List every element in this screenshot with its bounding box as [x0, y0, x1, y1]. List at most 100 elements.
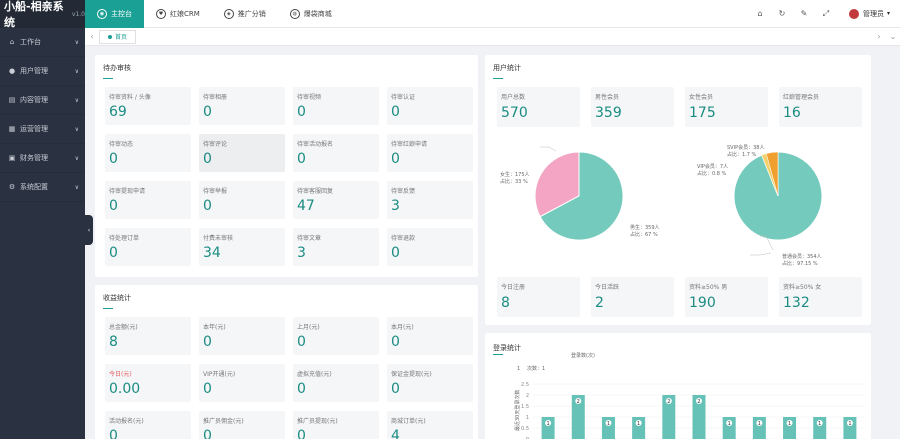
stat-card[interactable]: VIP开通(元) 0: [199, 364, 285, 402]
sidebar-item-content[interactable]: ▤ 内容管理 ∨: [0, 86, 85, 115]
pie-slice-male[interactable]: [539, 151, 624, 241]
stat-card[interactable]: 用户总数 570: [497, 87, 580, 127]
tab-mall[interactable]: ◍ 爆袋商城: [278, 0, 344, 28]
stat-card[interactable]: 待审反馈 3: [387, 181, 473, 219]
stat-value: 16: [783, 105, 801, 121]
stat-card[interactable]: 今日(元) 0.00: [105, 364, 191, 402]
stat-card[interactable]: 待审相册 0: [199, 87, 285, 125]
stat-card[interactable]: 待处理订单 0: [105, 228, 191, 266]
stat-card[interactable]: 待审客服回复 47: [293, 181, 379, 219]
stat-value: 0: [203, 428, 212, 439]
stat-value: 69: [109, 104, 127, 120]
stat-label: 付费未审核: [203, 235, 234, 242]
pie-slice-svip[interactable]: [765, 151, 779, 197]
page-tab-home[interactable]: 首页: [99, 29, 137, 44]
chart-data-label-badge: [756, 420, 763, 426]
stat-value: 0: [203, 198, 212, 214]
chart-bar[interactable]: [541, 417, 555, 439]
clear-cache-icon[interactable]: ✎: [800, 9, 808, 18]
home-icon[interactable]: ⌂: [757, 9, 763, 18]
chart-bar[interactable]: [692, 395, 706, 439]
stat-card[interactable]: 活动报名(元) 0: [105, 411, 191, 439]
page-tabs-bar: ‹ 首页 › ⌄: [85, 28, 900, 46]
stat-card[interactable]: 待审举报 0: [199, 181, 285, 219]
sidebar-item-system[interactable]: ⚙ 系统配置 ∨: [0, 173, 85, 202]
chart-bar[interactable]: [662, 395, 676, 439]
chart-bar[interactable]: [632, 417, 646, 439]
stat-card[interactable]: 本年(元) 0: [199, 317, 285, 355]
chart-data-label: 1: [607, 421, 610, 427]
stat-card[interactable]: 今日注册 8: [497, 277, 580, 317]
stat-card[interactable]: 推广员佣金(元) 0: [199, 411, 285, 439]
stat-card[interactable]: 虚拟充值(元) 0: [293, 364, 379, 402]
tabs-scroll-right-icon[interactable]: ›: [877, 32, 881, 41]
sidebar-item-workbench[interactable]: ⌂ 工作台 ∨: [0, 28, 85, 57]
chevron-down-icon: ▾: [886, 10, 890, 17]
stat-card[interactable]: 今日活跃 2: [591, 277, 674, 317]
tabs-menu-icon[interactable]: ⌄: [889, 32, 897, 41]
chart-y-tick: 1.5: [521, 404, 529, 410]
stat-card[interactable]: 红娘管理会员 16: [779, 87, 862, 127]
stat-label: 用户总数: [501, 94, 526, 101]
verify-panel-title: 待办审核: [103, 63, 131, 79]
stat-card[interactable]: 付费未审核 34: [199, 228, 285, 266]
chart-bar[interactable]: [752, 417, 766, 439]
refresh-icon[interactable]: ↻: [778, 9, 786, 18]
login-chart-panel: 登录统计 登录数(次) 1 次数：1 最近30天登录次数 0 0.5 1 1.5 2 2.…: [485, 333, 871, 439]
sidebar-collapse-button[interactable]: ‹: [85, 215, 93, 245]
stat-card[interactable]: 待审评论 0: [199, 134, 285, 172]
stat-card[interactable]: 待审动态 0: [105, 134, 191, 172]
stat-card[interactable]: 待审视频 0: [293, 87, 379, 125]
stat-card[interactable]: 总金额(元) 8: [105, 317, 191, 355]
stat-card[interactable]: 待审认证 0: [387, 87, 473, 125]
tabs-scroll-left-icon[interactable]: ‹: [90, 32, 94, 41]
chart-bar[interactable]: [571, 395, 585, 439]
chart-bar[interactable]: [813, 417, 827, 439]
sidebar-item-operations[interactable]: ▦ 运营管理 ∨: [0, 115, 85, 144]
stat-card[interactable]: 男性会员 359: [591, 87, 674, 127]
chart-bar[interactable]: [722, 417, 736, 439]
stat-value: 0: [391, 381, 400, 397]
stat-label: 今日活跃: [595, 284, 620, 291]
stat-card[interactable]: 资料≥50% 男 190: [685, 277, 768, 317]
stat-card[interactable]: 商城订单(元) 4: [387, 411, 473, 439]
dashboard-icon: ◉: [97, 8, 107, 19]
stat-label: 保证金提现(元): [391, 371, 432, 378]
chart-y-tick: 0.5: [521, 426, 529, 432]
chart-data-label: 1: [818, 421, 821, 427]
stat-card[interactable]: 上月(元) 0: [293, 317, 379, 355]
stat-card[interactable]: 待审文章 3: [293, 228, 379, 266]
pie-slice-female[interactable]: [534, 151, 580, 218]
stat-card[interactable]: 本月(元) 0: [387, 317, 473, 355]
chevron-down-icon: ∨: [74, 96, 79, 104]
chart-ylabel: 最近30天登录次数: [514, 390, 521, 431]
stat-card[interactable]: 保证金提现(元) 0: [387, 364, 473, 402]
stat-card[interactable]: 待审资料 / 头像 69: [105, 87, 191, 125]
stat-card[interactable]: 待审退款 0: [387, 228, 473, 266]
chart-bar[interactable]: [783, 417, 797, 439]
stat-label: 待审红娘申请: [391, 141, 428, 148]
tab-distribution[interactable]: ◈ 推广分销: [212, 0, 278, 28]
sidebar-item-finance[interactable]: ▣ 财务管理 ∨: [0, 144, 85, 173]
stat-label: 男性会员: [595, 94, 620, 101]
sidebar-item-users[interactable]: ● 用户管理 ∨: [0, 57, 85, 86]
stat-card[interactable]: 女性会员 175: [685, 87, 768, 127]
stat-value: 0: [109, 198, 118, 214]
chart-bar[interactable]: [601, 417, 615, 439]
stat-card[interactable]: 待审提现申请 0: [105, 181, 191, 219]
stat-value: 0: [391, 151, 400, 167]
stat-value: 0: [109, 151, 118, 167]
stat-card[interactable]: 待审活动报名 0: [293, 134, 379, 172]
tab-dashboard[interactable]: ◉ 主控台: [85, 0, 144, 28]
chart-data-label: 2: [667, 399, 670, 405]
tab-crm[interactable]: ♥ 红娘CRM: [144, 0, 212, 28]
stat-label: 待审活动报名: [297, 141, 334, 148]
stat-card[interactable]: 待审红娘申请 0: [387, 134, 473, 172]
stat-label: 待审文章: [297, 235, 322, 242]
chart-bar[interactable]: [843, 417, 857, 439]
stat-card[interactable]: 推广员提现(元) 0: [293, 411, 379, 439]
user-menu[interactable]: 管理员 ▾: [848, 8, 890, 19]
stat-value: 0: [297, 104, 306, 120]
fullscreen-icon[interactable]: ⤢: [822, 8, 830, 18]
stat-card[interactable]: 资料≥50% 女 132: [779, 277, 862, 317]
